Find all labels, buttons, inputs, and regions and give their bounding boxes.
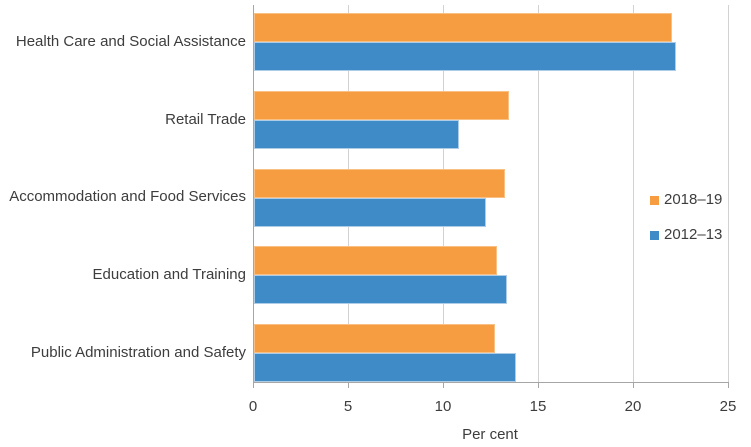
bar-2018-19-accommodation-and-food-services bbox=[254, 169, 505, 198]
x-tick-label-25: 25 bbox=[719, 398, 737, 415]
legend-item-2018-19: 2018–19 bbox=[650, 191, 722, 209]
bar-2018-19-health-care-and-social-assistance bbox=[254, 13, 672, 42]
x-tick-label-10: 10 bbox=[434, 398, 452, 415]
gridline-25 bbox=[728, 5, 729, 382]
category-label-health-care-and-social-assistance: Health Care and Social Assistance bbox=[15, 33, 246, 50]
gridline-15 bbox=[538, 5, 539, 382]
x-tick-label-15: 15 bbox=[529, 398, 547, 415]
x-tick-mark-5 bbox=[348, 383, 349, 388]
plot-area bbox=[253, 5, 729, 382]
bar-2018-19-public-administration-and-safety bbox=[254, 324, 495, 353]
legend-label-2018-19: 2018–19 bbox=[664, 191, 723, 208]
x-axis-line bbox=[253, 382, 729, 383]
category-label-public-administration-and-safety: Public Administration and Safety bbox=[30, 344, 246, 361]
x-tick-label-0: 0 bbox=[248, 398, 258, 415]
category-label-retail-trade: Retail Trade bbox=[165, 111, 246, 128]
gridline-20 bbox=[633, 5, 634, 382]
x-tick-mark-0 bbox=[253, 383, 254, 388]
x-tick-mark-15 bbox=[538, 383, 539, 388]
category-label-accommodation-and-food-services: Accommodation and Food Services bbox=[9, 188, 246, 205]
legend-swatch-2012-13 bbox=[650, 230, 659, 240]
bar-2012-13-retail-trade bbox=[254, 120, 459, 149]
category-label-education-and-training: Education and Training bbox=[92, 266, 246, 283]
y-axis-line bbox=[253, 5, 254, 382]
bar-2012-13-health-care-and-social-assistance bbox=[254, 42, 676, 71]
bar-2018-19-retail-trade bbox=[254, 91, 509, 120]
x-tick-mark-20 bbox=[633, 383, 634, 388]
x-tick-mark-10 bbox=[443, 383, 444, 388]
legend-swatch-2018-19 bbox=[650, 195, 659, 205]
bar-2018-19-education-and-training bbox=[254, 246, 497, 275]
bar-2012-13-accommodation-and-food-services bbox=[254, 198, 486, 227]
bar-2012-13-education-and-training bbox=[254, 275, 507, 304]
x-tick-label-20: 20 bbox=[624, 398, 642, 415]
x-tick-label-5: 5 bbox=[343, 398, 353, 415]
legend-label-2012-13: 2012–13 bbox=[664, 226, 723, 243]
legend-item-2012-13: 2012–13 bbox=[650, 226, 722, 244]
x-axis-title: Per cent bbox=[462, 426, 518, 443]
x-tick-mark-25 bbox=[728, 383, 729, 388]
bar-2012-13-public-administration-and-safety bbox=[254, 353, 516, 382]
legend: 2018–19 2012–13 bbox=[650, 191, 722, 261]
